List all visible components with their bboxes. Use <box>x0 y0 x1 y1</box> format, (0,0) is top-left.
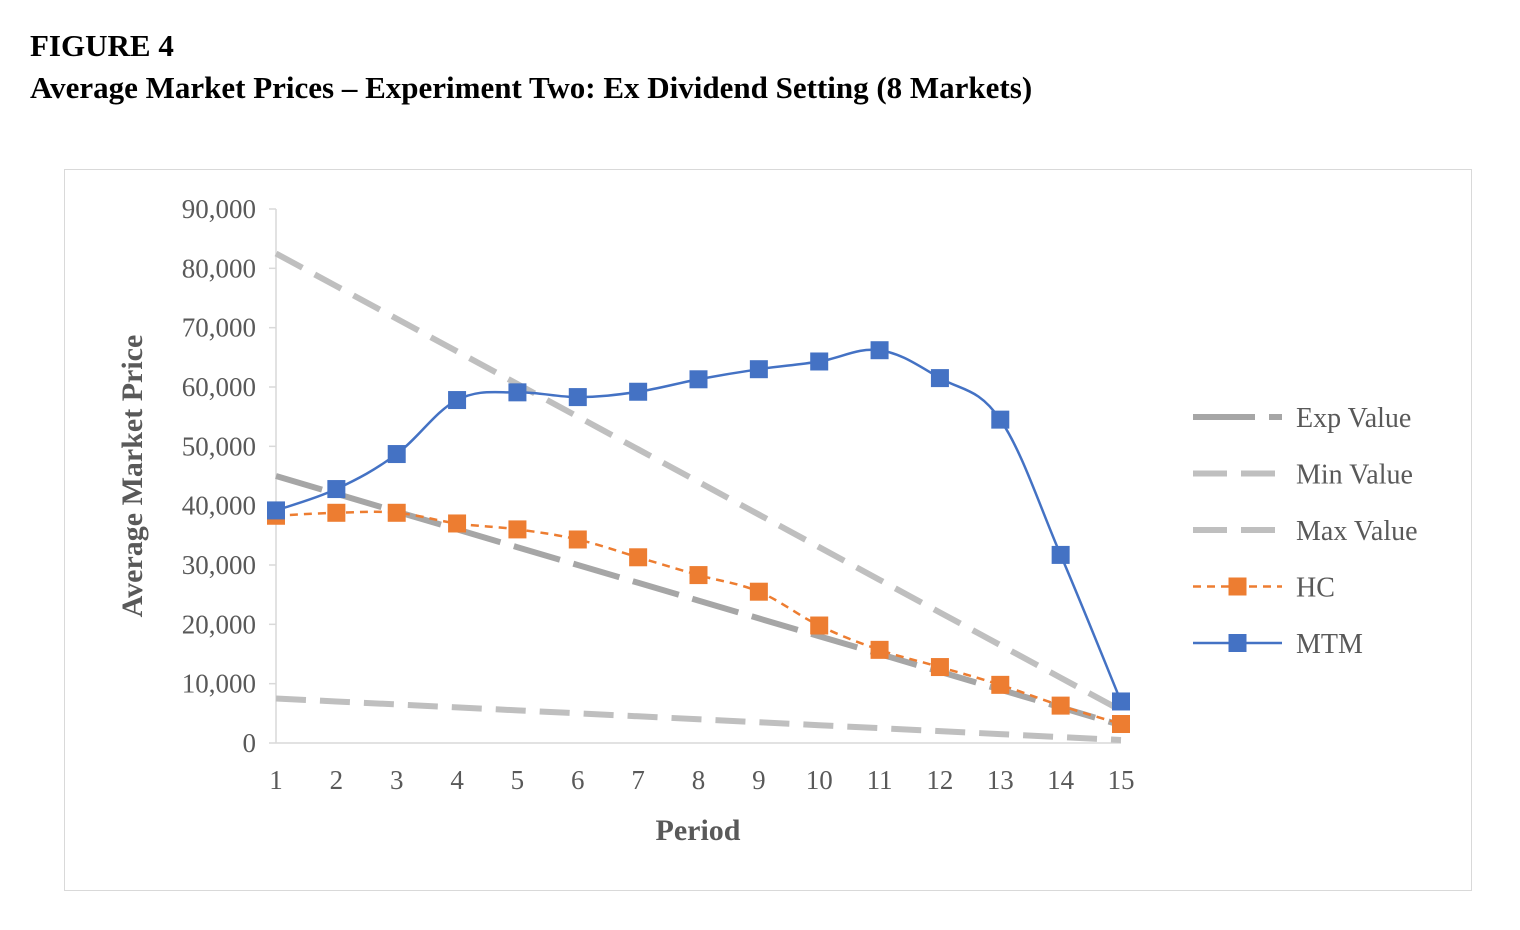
line-chart: 0 10,000 20,000 30,000 40,000 50,000 60,000 70,… <box>0 0 1520 930</box>
y-tick-label: 40,000 <box>182 491 256 521</box>
y-tick-label: 70,000 <box>182 313 256 343</box>
data-point-mtm-4 <box>448 391 466 409</box>
y-tick-label: 90,000 <box>182 194 256 224</box>
legend-label-max-value: Max Value <box>1296 516 1418 547</box>
data-point-mtm-3 <box>388 445 406 463</box>
data-point-hc-12 <box>931 658 949 676</box>
data-point-hc-14 <box>1052 697 1070 715</box>
legend-item-mtm: MTM <box>1193 629 1363 660</box>
y-tick-label: 80,000 <box>182 253 256 283</box>
data-point-hc-6 <box>569 530 587 548</box>
data-point-hc-2 <box>327 504 345 522</box>
data-point-hc-8 <box>690 566 708 584</box>
x-tick-label: 5 <box>511 765 525 795</box>
x-tick-label: 10 <box>806 765 833 795</box>
legend-item-min-value: Min Value <box>1193 460 1413 491</box>
y-axis-title: Average Market Price <box>116 335 149 618</box>
data-point-mtm-12 <box>931 369 949 387</box>
x-tick-label: 6 <box>571 765 585 795</box>
data-point-mtm-11 <box>871 341 889 359</box>
series-max-value <box>276 254 1121 711</box>
data-point-hc-7 <box>629 548 647 566</box>
y-tick-label: 50,000 <box>182 431 256 461</box>
data-point-hc-9 <box>750 583 768 601</box>
series-min-value <box>276 699 1121 741</box>
legend-marker-hc <box>1229 578 1247 596</box>
data-point-mtm-9 <box>750 360 768 378</box>
legend-label-mtm: MTM <box>1296 629 1363 660</box>
data-point-mtm-13 <box>991 411 1009 429</box>
series-hc <box>267 504 1130 733</box>
data-point-mtm-7 <box>629 383 647 401</box>
x-tick-label: 3 <box>390 765 404 795</box>
series-mtm <box>267 341 1130 710</box>
x-tick-label: 7 <box>631 765 645 795</box>
series-line-mtm <box>276 350 1121 702</box>
data-point-hc-4 <box>448 514 466 532</box>
x-tick-label: 1 <box>269 765 283 795</box>
legend-label-exp-value: Exp Value <box>1296 403 1411 434</box>
y-tick-label: 30,000 <box>182 550 256 580</box>
data-point-mtm-8 <box>690 370 708 388</box>
data-point-mtm-2 <box>327 480 345 498</box>
data-point-hc-13 <box>991 676 1009 694</box>
x-axis-title: Period <box>656 814 741 847</box>
series-line-min-value <box>276 699 1121 741</box>
data-point-hc-11 <box>871 641 889 659</box>
data-point-mtm-10 <box>810 352 828 370</box>
y-tick-label: 60,000 <box>182 372 256 402</box>
legend-label-hc: HC <box>1296 573 1335 604</box>
data-point-mtm-5 <box>508 383 526 401</box>
data-point-mtm-1 <box>267 501 285 519</box>
y-tick-label: 10,000 <box>182 669 256 699</box>
x-tick-label: 4 <box>450 765 464 795</box>
legend-label-min-value: Min Value <box>1296 460 1413 491</box>
data-point-hc-10 <box>810 617 828 635</box>
x-tick-label: 13 <box>987 765 1014 795</box>
data-point-hc-5 <box>508 520 526 538</box>
y-tick-label: 0 <box>243 728 257 758</box>
data-point-mtm-6 <box>569 388 587 406</box>
data-point-mtm-14 <box>1052 546 1070 564</box>
y-tick-label: 20,000 <box>182 609 256 639</box>
x-tick-label: 2 <box>330 765 344 795</box>
legend-item-max-value: Max Value <box>1193 516 1418 547</box>
legend-marker-mtm <box>1229 634 1247 652</box>
x-tick-label: 11 <box>867 765 893 795</box>
data-point-mtm-15 <box>1112 692 1130 710</box>
data-point-hc-15 <box>1112 715 1130 733</box>
data-point-hc-3 <box>388 504 406 522</box>
legend: Exp Value Min Value Max Value HC MTM <box>1193 403 1418 660</box>
x-tick-label: 15 <box>1108 765 1135 795</box>
x-tick-label: 14 <box>1047 765 1075 795</box>
legend-item-exp-value: Exp Value <box>1193 403 1411 434</box>
legend-item-hc: HC <box>1193 573 1335 604</box>
series-line-max-value <box>276 254 1121 711</box>
x-tick-label: 9 <box>752 765 766 795</box>
x-tick-label: 12 <box>926 765 953 795</box>
series-layer <box>267 254 1130 741</box>
x-tick-label: 8 <box>692 765 706 795</box>
